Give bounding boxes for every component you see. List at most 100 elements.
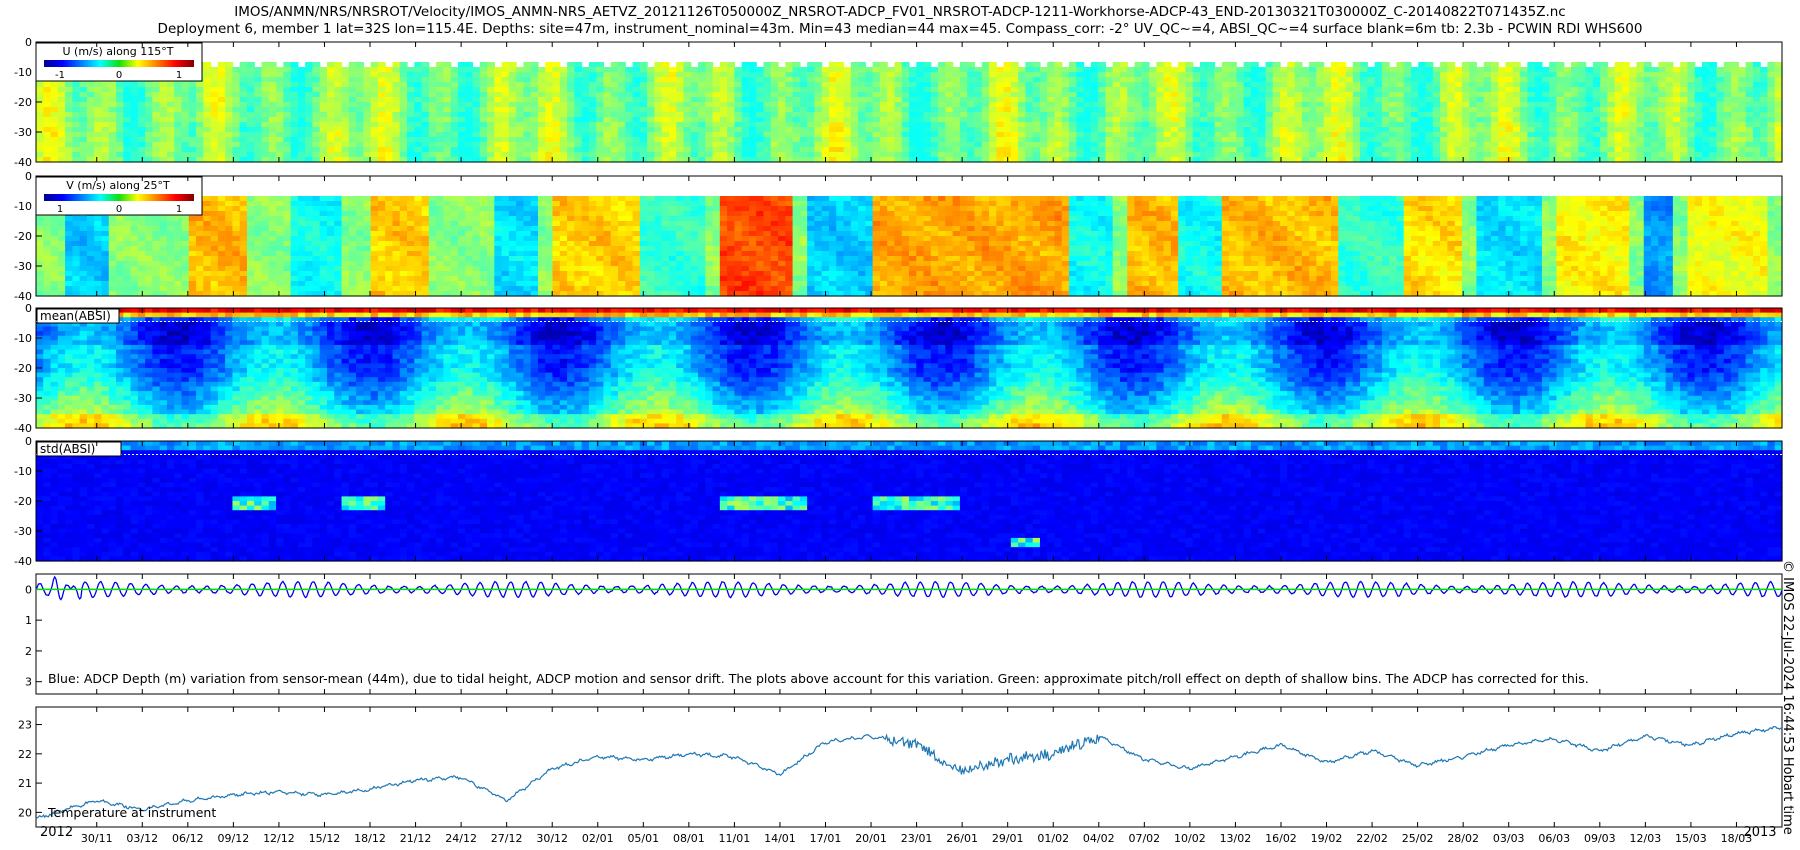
u-panel-cell <box>1396 77 1405 83</box>
u-panel-cell <box>1534 67 1543 73</box>
u-panel-cell <box>290 117 299 123</box>
u-panel-cell <box>1163 82 1172 88</box>
u-panel-cell <box>1440 107 1448 113</box>
u-panel-cell <box>363 97 372 103</box>
u-panel-cell <box>1607 122 1616 128</box>
u-panel-cell <box>254 97 263 103</box>
u-panel-cell <box>1316 87 1325 93</box>
u-panel-cell <box>1447 62 1456 68</box>
u-panel-cell <box>43 142 52 148</box>
u-panel-cell <box>537 137 546 143</box>
u-panel-cell <box>1010 127 1019 133</box>
v-panel-cell <box>43 281 52 287</box>
u-panel-cell <box>297 92 306 98</box>
u-panel-cell <box>217 152 226 158</box>
u-panel-cell <box>559 152 568 158</box>
u-panel-cell <box>516 102 525 108</box>
u-panel-cell <box>625 112 634 118</box>
u-panel-cell <box>559 147 568 153</box>
u-panel-cell <box>385 107 394 113</box>
u-panel-cell <box>858 127 866 133</box>
u-panel-cell <box>1360 87 1368 93</box>
u-panel-cell <box>181 117 190 123</box>
u-panel-cell <box>494 72 503 78</box>
u-panel-cell <box>952 97 961 103</box>
u-panel-cell <box>858 97 866 103</box>
u-panel-cell <box>1432 77 1441 83</box>
u-panel-cell <box>1636 67 1645 73</box>
u-panel-cell <box>1330 102 1339 108</box>
u-panel-cell <box>1309 97 1318 103</box>
u-panel-cell <box>370 122 379 128</box>
u-panel-cell <box>414 62 423 68</box>
u-panel-cell <box>1258 97 1267 103</box>
u-panel-cell <box>1672 117 1681 123</box>
u-panel-cell <box>1141 142 1150 148</box>
u-panel-cell <box>137 122 146 128</box>
u-panel-cell <box>1643 152 1652 158</box>
u-panel-cell <box>974 122 983 128</box>
u-panel-cell <box>145 102 154 108</box>
u-panel-cell <box>268 67 277 73</box>
u-panel-cell <box>828 117 837 123</box>
u-panel-cell <box>1207 62 1216 68</box>
u-panel-cell <box>1047 152 1056 158</box>
v-panel-cell <box>86 266 95 272</box>
u-panel-cell <box>494 122 503 128</box>
u-panel-cell <box>1200 112 1208 118</box>
u-panel-cell <box>1381 77 1390 83</box>
u-panel-cell <box>1258 132 1267 138</box>
u-panel-cell <box>1105 87 1114 93</box>
u-panel-cell <box>65 97 73 103</box>
u-panel-cell <box>1563 132 1572 138</box>
u-panel-cell <box>756 142 765 148</box>
u-panel-cell <box>1076 82 1085 88</box>
u-panel-cell <box>763 132 772 138</box>
u-panel-cell <box>166 107 175 113</box>
u-panel-cell <box>661 107 670 113</box>
u-panel-cell <box>1505 77 1514 83</box>
u-panel-cell <box>916 147 925 153</box>
u-panel-cell <box>1629 147 1638 153</box>
u-panel-cell <box>43 87 52 93</box>
u-panel-cell <box>72 92 81 98</box>
u-panel-cell <box>1731 72 1739 78</box>
u-panel-cell <box>1505 82 1514 88</box>
u-panel-cell <box>1425 132 1434 138</box>
u-panel-cell <box>1134 77 1143 83</box>
u-panel-cell <box>1571 122 1579 128</box>
u-panel-cell <box>625 122 634 128</box>
u-panel-cell <box>1083 87 1092 93</box>
u-panel-cell <box>1250 147 1259 153</box>
u-panel-cell <box>1098 107 1107 113</box>
u-panel-cell <box>1018 102 1027 108</box>
u-panel-cell <box>887 92 896 98</box>
u-panel-cell <box>938 152 946 158</box>
u-panel-cell <box>1658 132 1667 138</box>
u-panel-cell <box>1687 122 1696 128</box>
u-panel-cell <box>421 97 430 103</box>
u-panel-cell <box>1643 77 1652 83</box>
u-panel-cell <box>1025 102 1034 108</box>
u-panel-cell <box>574 117 583 123</box>
u-panel-cell <box>639 67 648 73</box>
u-panel-cell <box>1214 142 1223 148</box>
u-panel-cell <box>1054 122 1063 128</box>
u-panel-cell <box>879 102 888 108</box>
u-panel-cell <box>865 92 874 98</box>
v-panel-cell <box>57 251 66 257</box>
u-panel-cell <box>86 142 95 148</box>
u-panel-cell <box>239 87 248 93</box>
u-panel-cell <box>1512 142 1521 148</box>
u-panel-cell <box>1723 107 1732 113</box>
u-panel-cell <box>974 67 983 73</box>
u-panel-cell <box>1549 67 1558 73</box>
u-panel-cell <box>588 72 597 78</box>
u-panel-cell <box>523 142 532 148</box>
u-panel-cell <box>1127 122 1136 128</box>
u-panel-cell <box>1229 107 1237 113</box>
u-panel-cell <box>1221 82 1230 88</box>
u-panel-cell <box>930 77 939 83</box>
u-panel-cell <box>799 152 808 158</box>
u-panel-cell <box>319 97 328 103</box>
